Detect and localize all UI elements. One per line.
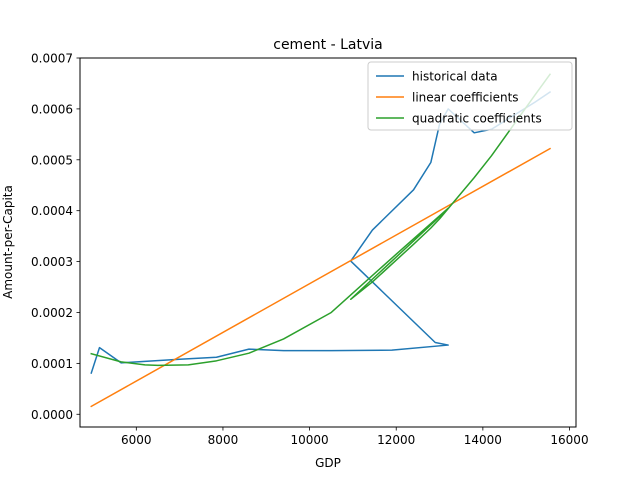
y-axis: 0.0000 0.0001 0.0002 0.0003 0.0004 0.0005 0.00… bbox=[31, 52, 80, 422]
y-tick-label: 0.0003 bbox=[31, 255, 73, 269]
legend: historical data linear coefficients quadra… bbox=[367, 61, 573, 131]
chart-title: cement - Latvia bbox=[273, 37, 383, 53]
plot-frame bbox=[79, 57, 577, 428]
series-line-linear-coefficients bbox=[90, 147, 552, 408]
y-tick-label: 0.0005 bbox=[31, 153, 73, 167]
y-tick-label: 0.0006 bbox=[31, 102, 73, 116]
x-axis-label: GDP bbox=[315, 456, 341, 470]
series-line-quadratic-coefficients bbox=[90, 73, 552, 367]
x-axis: 6000 8000 10000 12000 14000 16000 bbox=[121, 427, 589, 447]
y-tick-label: 0.0004 bbox=[31, 204, 73, 218]
x-tick-label: 14000 bbox=[464, 433, 502, 447]
x-tick-label: 16000 bbox=[550, 433, 588, 447]
y-tick-label: 0.0000 bbox=[31, 408, 73, 422]
y-tick-label: 0.0007 bbox=[31, 52, 73, 66]
y-tick-label: 0.0002 bbox=[31, 306, 73, 320]
x-tick-label: 6000 bbox=[121, 433, 152, 447]
x-tick-label: 10000 bbox=[290, 433, 328, 447]
legend-label: linear coefficients bbox=[412, 91, 519, 105]
legend-label: historical data bbox=[412, 70, 498, 84]
y-axis-label: Amount-per-Capita bbox=[1, 185, 15, 299]
x-tick-label: 8000 bbox=[208, 433, 239, 447]
y-tick-label: 0.0001 bbox=[31, 357, 73, 371]
x-tick-label: 12000 bbox=[377, 433, 415, 447]
legend-label: quadratic coefficients bbox=[412, 112, 542, 126]
legend-box bbox=[367, 61, 573, 131]
